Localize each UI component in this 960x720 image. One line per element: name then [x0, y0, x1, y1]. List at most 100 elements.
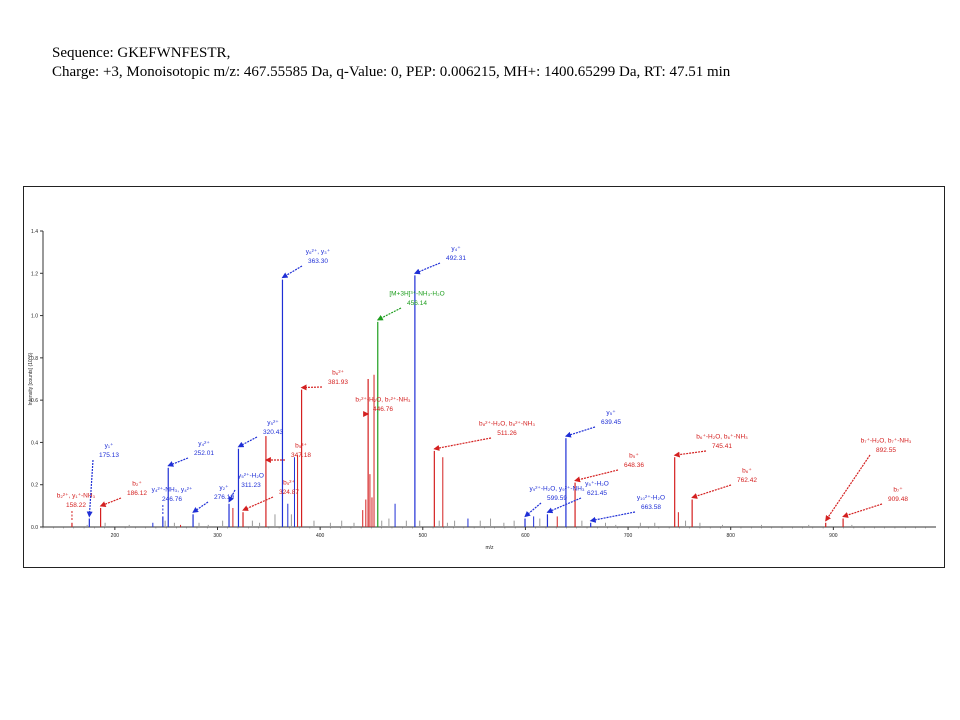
peak-label: b₆²⁺ 381.93 — [300, 370, 348, 391]
peak-mz-label: 363.30 — [308, 258, 328, 265]
peak-mz-label: 663.58 — [641, 504, 661, 511]
peak-ion-label: y₆²⁺, y₃⁺ — [306, 249, 331, 256]
peak-ion-label: b₇⁺-H₂O, b₇⁺-NH₃ — [861, 438, 912, 445]
peak-mz-label: 762.42 — [737, 477, 757, 484]
peak-label: [M+3H]³⁺-NH₃-H₂O 456.14 — [376, 291, 445, 321]
peak-arrow — [433, 437, 492, 451]
peak-ion-label: b₆²⁺ — [332, 370, 344, 377]
peak-ion-label: y₄²⁺-NH₃, y₄²⁺ — [152, 487, 193, 494]
peak-ion-label: [M+3H]³⁺-NH₃-H₂O — [389, 291, 444, 298]
peak-arrow — [413, 262, 441, 275]
peak-arrow — [825, 454, 871, 522]
x-tick-label: 900 — [829, 533, 838, 539]
peak-ion-label: y₅²⁺ — [267, 420, 279, 427]
peak-mz-label: 511.26 — [497, 430, 517, 437]
peak-arrow — [242, 496, 274, 511]
peak-mz-label: 599.59 — [547, 495, 567, 502]
peak-label: y₁₀²⁺-H₂O 663.58 — [589, 495, 665, 523]
peak-label: b₆⁺ 762.42 — [691, 468, 757, 499]
peak-mz-label: 175.13 — [99, 452, 119, 459]
peak-ion-label: b₅³⁺ — [295, 443, 307, 450]
x-tick-label: 500 — [419, 533, 428, 539]
peak-mz-label: 456.14 — [407, 300, 427, 307]
peak-label: b₈²⁺-H₂O, b₈²⁺-NH₃ 511.26 — [433, 421, 535, 451]
peak-arrow — [281, 265, 303, 279]
peak-mz-label: 621.45 — [587, 490, 607, 497]
peak-label: b₅²⁺ 324.87 — [242, 480, 299, 511]
peak-ion-label: b₅²⁺ — [283, 480, 295, 487]
peak-label: y₄²⁺ 252.01 — [167, 441, 214, 467]
peak-arrow — [524, 502, 542, 518]
peak-arrow — [228, 489, 236, 503]
peak-ion-label: b₇⁺ — [893, 487, 903, 494]
peak-arrow — [192, 501, 209, 513]
peak-ion-label: y₄⁺ — [451, 246, 461, 253]
spectrum-chart-frame: 0.0 0.2 0.4 0.6 0.8 1.0 1.2 1.4 200 300 400 500 600 7… — [23, 186, 945, 568]
peak-label: y₆²⁺, y₃⁺ 363.30 — [281, 249, 331, 279]
charge-info-line: Charge: +3, Monoisotopic m/z: 467.55585 … — [52, 64, 731, 80]
peak-arrow — [673, 450, 707, 458]
peak-mz-label: 347.18 — [291, 452, 311, 459]
peak-mz-label: 186.12 — [127, 490, 147, 497]
peak-mz-label: 311.23 — [241, 482, 261, 489]
peak-label: b₇²⁺-H₂O, b₇²⁺-NH₃ 446.76 — [355, 397, 411, 417]
peak-mz-label: 252.01 — [194, 450, 214, 457]
peak-mz-label: 324.87 — [279, 489, 299, 496]
spectrum-header: Sequence: GKEFWNFESTR, Charge: +3, Monoi… — [52, 44, 730, 82]
x-tick-label: 700 — [624, 533, 633, 539]
peak-ion-label: b₂⁺ — [132, 481, 142, 488]
peak-arrow — [86, 459, 94, 518]
peak-arrow — [589, 511, 636, 523]
peak-arrow — [691, 484, 732, 499]
y-tick-label: 0.6 — [31, 398, 38, 404]
spectrum-chart: 0.0 0.2 0.4 0.6 0.8 1.0 1.2 1.4 200 300 400 500 600 7… — [28, 229, 936, 551]
y-tick-label: 0.2 — [31, 483, 38, 489]
peak-label: y₁⁺ 175.13 — [86, 443, 119, 518]
x-tick-label: 800 — [727, 533, 736, 539]
peak-mz-label: 158.22 — [66, 502, 86, 509]
y-tick-label: 0.0 — [31, 525, 38, 531]
peak-mz-label: 381.93 — [328, 379, 348, 386]
sequence-line: Sequence: GKEFWNFESTR, — [52, 45, 231, 61]
peak-labels: b₂²⁺, y₁⁺-NH₃ 158.22 y₁⁺ 175.13 b₂⁺ 186.12 y₄²… — [57, 246, 912, 523]
peak-arrow — [546, 497, 582, 514]
x-tick-label: 400 — [316, 533, 325, 539]
peak-ion-label: y₉²⁺-H₂O, y₉²⁺-NH₃ — [529, 486, 584, 493]
peak-label: b₇⁺ 909.48 — [842, 487, 908, 518]
peak-mz-label: 648.36 — [624, 462, 644, 469]
y-tick-label: 1.4 — [31, 229, 38, 235]
peak-label: y₄²⁺-NH₃, y₄²⁺ 246.76 — [152, 487, 193, 515]
axes: 0.0 0.2 0.4 0.6 0.8 1.0 1.2 1.4 200 300 400 500 600 7… — [28, 229, 936, 551]
peak-mz-label: 639.45 — [601, 419, 621, 426]
peak-ion-label: b₅⁺ — [629, 453, 639, 460]
peak-arrow — [300, 384, 323, 391]
x-tick-label: 600 — [521, 533, 530, 539]
peak-ion-label: y₅⁺ — [606, 410, 616, 417]
peak-label: b₅³⁺ 347.18 — [264, 443, 311, 463]
peak-arrow — [237, 436, 258, 448]
peak-label: b₆⁺-H₂O, b₆⁺-NH₃ 745.41 — [673, 434, 748, 458]
peak-label: b₅⁺ 648.36 — [574, 453, 644, 483]
peak-label: b₂⁺ 186.12 — [99, 481, 147, 507]
peak-ion-label: y₂⁺ — [219, 485, 229, 492]
peak-ion-label: b₂²⁺, y₁⁺-NH₃ — [57, 493, 96, 500]
y-tick-label: 1.0 — [31, 314, 38, 320]
peak-arrow — [376, 307, 402, 321]
peak-ion-label: y₅⁺-H₂O — [585, 481, 609, 488]
unannotated-peaks — [86, 374, 853, 527]
peak-ion-label: y₄²⁺ — [198, 441, 210, 448]
x-axis-label: m/z — [485, 545, 494, 551]
peak-mz-label: 492.31 — [446, 255, 466, 262]
peak-arrow — [167, 457, 189, 467]
peak-arrow — [574, 469, 619, 483]
peak-mz-label: 446.76 — [373, 406, 393, 413]
peak-ion-label: y₁₀²⁺-H₂O — [637, 495, 665, 502]
peak-mz-label: 276.19 — [214, 494, 234, 501]
peak-ion-label: b₆⁺ — [742, 468, 752, 475]
peak-arrow — [842, 503, 883, 518]
peak-mz-label: 745.41 — [712, 443, 732, 450]
y-tick-label: 0.4 — [31, 440, 38, 446]
peak-label: y₄⁺ 492.31 — [413, 246, 466, 275]
peak-ion-label: y₁⁺ — [105, 443, 114, 450]
peak-label: y₅²⁺ 320.43 — [237, 420, 283, 448]
